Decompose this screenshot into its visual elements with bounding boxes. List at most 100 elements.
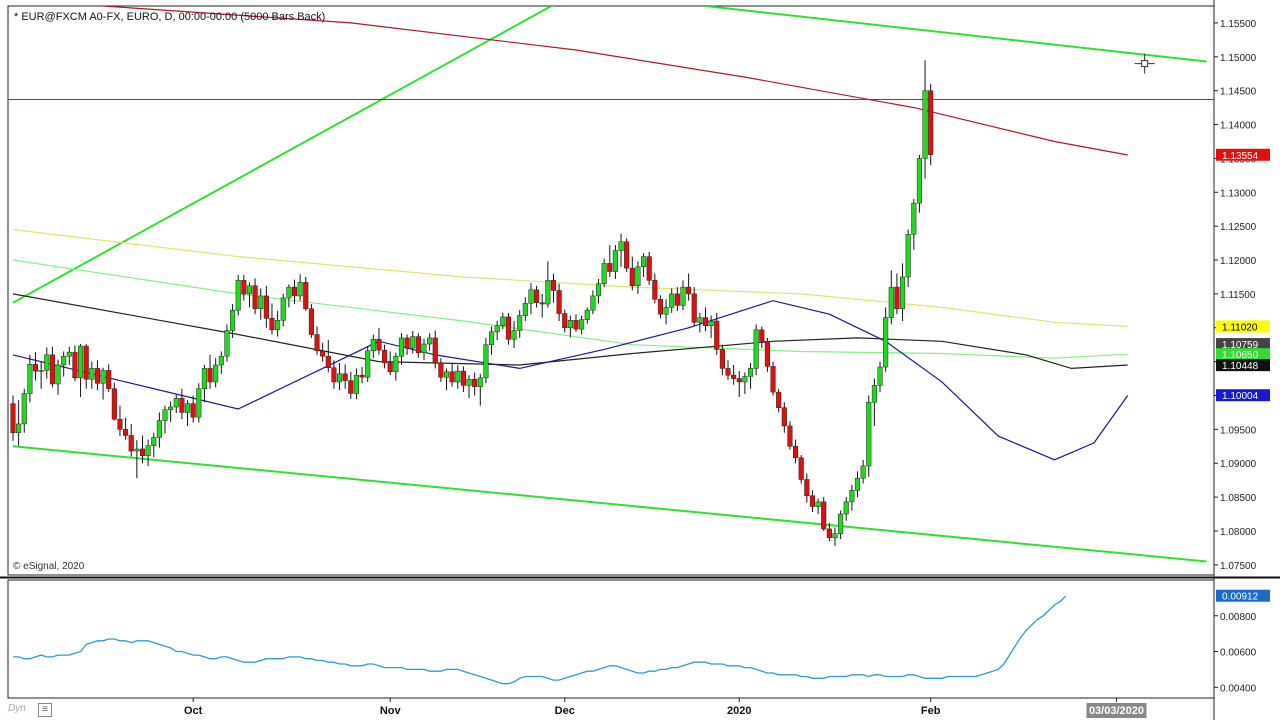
candle-147 bbox=[838, 510, 844, 540]
candle-20 bbox=[123, 417, 129, 440]
candle-120 bbox=[686, 273, 692, 301]
candle-114 bbox=[652, 273, 658, 304]
moving-average-line-2 bbox=[12, 228, 1128, 327]
candle-85 bbox=[489, 326, 495, 355]
candle-body bbox=[387, 362, 393, 373]
candle-body bbox=[460, 370, 466, 386]
candle-body bbox=[246, 285, 253, 295]
candle-body bbox=[618, 241, 624, 251]
candle-body bbox=[646, 256, 652, 281]
price-axis: 1.155001.150001.145001.140001.135001.130… bbox=[1214, 19, 1270, 572]
candle-32 bbox=[190, 395, 196, 423]
candle-body bbox=[731, 374, 737, 379]
price-badge: 1.10650 bbox=[1216, 348, 1270, 361]
dyn-menu-button[interactable]: ≡ bbox=[38, 703, 52, 717]
candle-55 bbox=[320, 342, 326, 362]
candle-body bbox=[505, 316, 511, 340]
candle-body bbox=[432, 337, 438, 364]
candle-body bbox=[449, 371, 455, 383]
candle-8 bbox=[55, 359, 61, 395]
candle-159 bbox=[905, 229, 911, 288]
candle-152 bbox=[866, 395, 872, 477]
candle-body bbox=[61, 355, 67, 366]
candle-body bbox=[843, 501, 849, 515]
candle-body bbox=[235, 280, 241, 311]
candle-44 bbox=[258, 288, 264, 320]
candle-body bbox=[359, 374, 365, 378]
candle-17 bbox=[106, 364, 112, 393]
candle-body bbox=[781, 407, 787, 427]
candle-7 bbox=[49, 346, 55, 388]
candle-body bbox=[123, 429, 129, 436]
candle-body bbox=[100, 370, 106, 384]
price-tick-label: 1.14500 bbox=[1220, 87, 1257, 98]
candle-body bbox=[579, 319, 585, 330]
candle-body bbox=[66, 351, 72, 357]
candle-80 bbox=[460, 366, 466, 393]
price-badge-label: 1.10759 bbox=[1222, 340, 1259, 351]
moving-average-line-1 bbox=[103, 6, 1128, 156]
price-tick-label: 1.15500 bbox=[1220, 19, 1257, 30]
candle-body bbox=[787, 425, 793, 447]
candle-body bbox=[168, 406, 174, 410]
candle-27 bbox=[162, 405, 168, 434]
candle-113 bbox=[646, 251, 652, 286]
candle-body bbox=[624, 241, 630, 269]
candles-group bbox=[10, 60, 934, 546]
price-badge-label: 1.10448 bbox=[1222, 361, 1259, 372]
candle-body bbox=[641, 256, 647, 268]
candle-body bbox=[398, 337, 405, 357]
candle-body bbox=[353, 374, 359, 394]
candle-135 bbox=[770, 361, 776, 396]
candle-127 bbox=[725, 360, 731, 380]
candle-body bbox=[213, 364, 219, 383]
candle-102 bbox=[584, 307, 590, 324]
candle-body bbox=[269, 318, 275, 331]
candle-28 bbox=[168, 401, 174, 422]
time-axis: Oct Nov Dec 2020 Feb 03/03/2020 bbox=[184, 698, 1147, 718]
price-badge: 1.10004 bbox=[1216, 389, 1270, 402]
price-badge: 1.11020 bbox=[1216, 320, 1270, 333]
candle-body bbox=[714, 320, 720, 350]
candle-body bbox=[55, 364, 61, 385]
candle-body bbox=[905, 234, 911, 278]
candle-72 bbox=[415, 333, 421, 358]
candle-51 bbox=[297, 274, 303, 301]
candle-86 bbox=[494, 320, 500, 340]
candle-body bbox=[139, 448, 146, 457]
candle-78 bbox=[449, 362, 455, 387]
candle-body bbox=[612, 250, 618, 272]
candle-158 bbox=[899, 263, 906, 321]
candle-body bbox=[314, 334, 320, 352]
candle-body bbox=[297, 282, 303, 297]
candle-body bbox=[590, 295, 596, 311]
candle-body bbox=[44, 354, 50, 371]
candle-118 bbox=[674, 287, 680, 311]
candle-42 bbox=[246, 282, 253, 308]
candle-body bbox=[883, 317, 889, 368]
candle-38 bbox=[224, 324, 230, 362]
candle-body bbox=[866, 402, 872, 467]
candle-82 bbox=[472, 372, 478, 396]
indicator-tick-label: 0.00600 bbox=[1220, 648, 1257, 659]
candle-body bbox=[466, 378, 472, 386]
dyn-control[interactable]: Dyn ≡ bbox=[6, 702, 54, 718]
candle-146 bbox=[832, 527, 838, 546]
candle-body bbox=[899, 276, 906, 310]
candle-body bbox=[522, 303, 528, 316]
candle-93 bbox=[534, 285, 540, 308]
candle-body bbox=[556, 290, 562, 314]
candle-body bbox=[111, 388, 117, 420]
candle-body bbox=[725, 368, 731, 376]
candle-body bbox=[218, 355, 224, 366]
candle-151 bbox=[860, 459, 866, 484]
candle-125 bbox=[714, 312, 720, 355]
candle-107 bbox=[612, 245, 618, 279]
candle-body bbox=[342, 373, 348, 381]
candle-57 bbox=[331, 360, 337, 389]
candle-body bbox=[128, 435, 134, 452]
candle-2 bbox=[21, 388, 27, 433]
candle-148 bbox=[843, 497, 849, 521]
candle-100 bbox=[573, 314, 579, 332]
